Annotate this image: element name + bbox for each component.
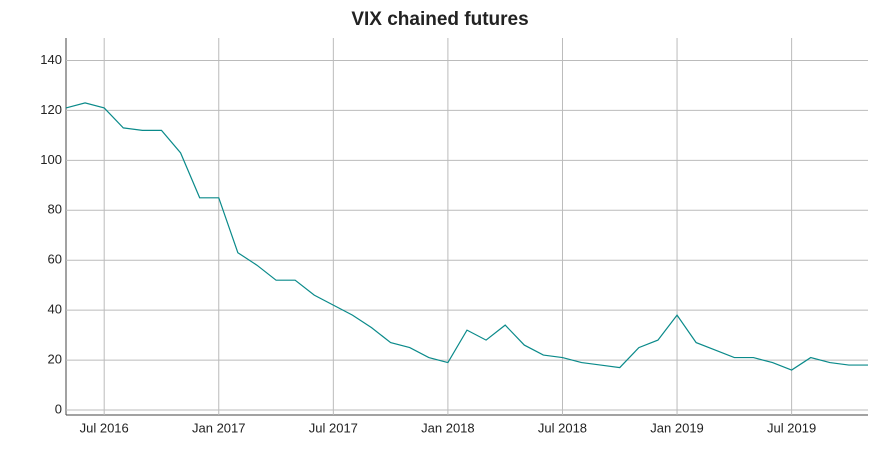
y-tick-label: 140 xyxy=(40,52,62,67)
y-tick-label: 0 xyxy=(55,401,62,416)
x-tick-label: Jan 2019 xyxy=(650,420,704,435)
y-tick-label: 20 xyxy=(48,352,62,367)
x-tick-label: Jan 2017 xyxy=(192,420,246,435)
y-tick-label: 40 xyxy=(48,302,62,317)
x-tick-label: Jul 2018 xyxy=(538,420,587,435)
x-tick-label: Jul 2019 xyxy=(767,420,816,435)
x-tick-label: Jul 2016 xyxy=(80,420,129,435)
y-tick-label: 100 xyxy=(40,152,62,167)
data-line xyxy=(65,102,868,371)
y-tick-label: 60 xyxy=(48,252,62,267)
y-tick-label: 80 xyxy=(48,202,62,217)
x-tick-label: Jul 2017 xyxy=(309,420,358,435)
chart-title: VIX chained futures xyxy=(351,9,528,30)
x-tick-label: Jan 2018 xyxy=(421,420,475,435)
y-tick-label: 120 xyxy=(40,102,62,117)
